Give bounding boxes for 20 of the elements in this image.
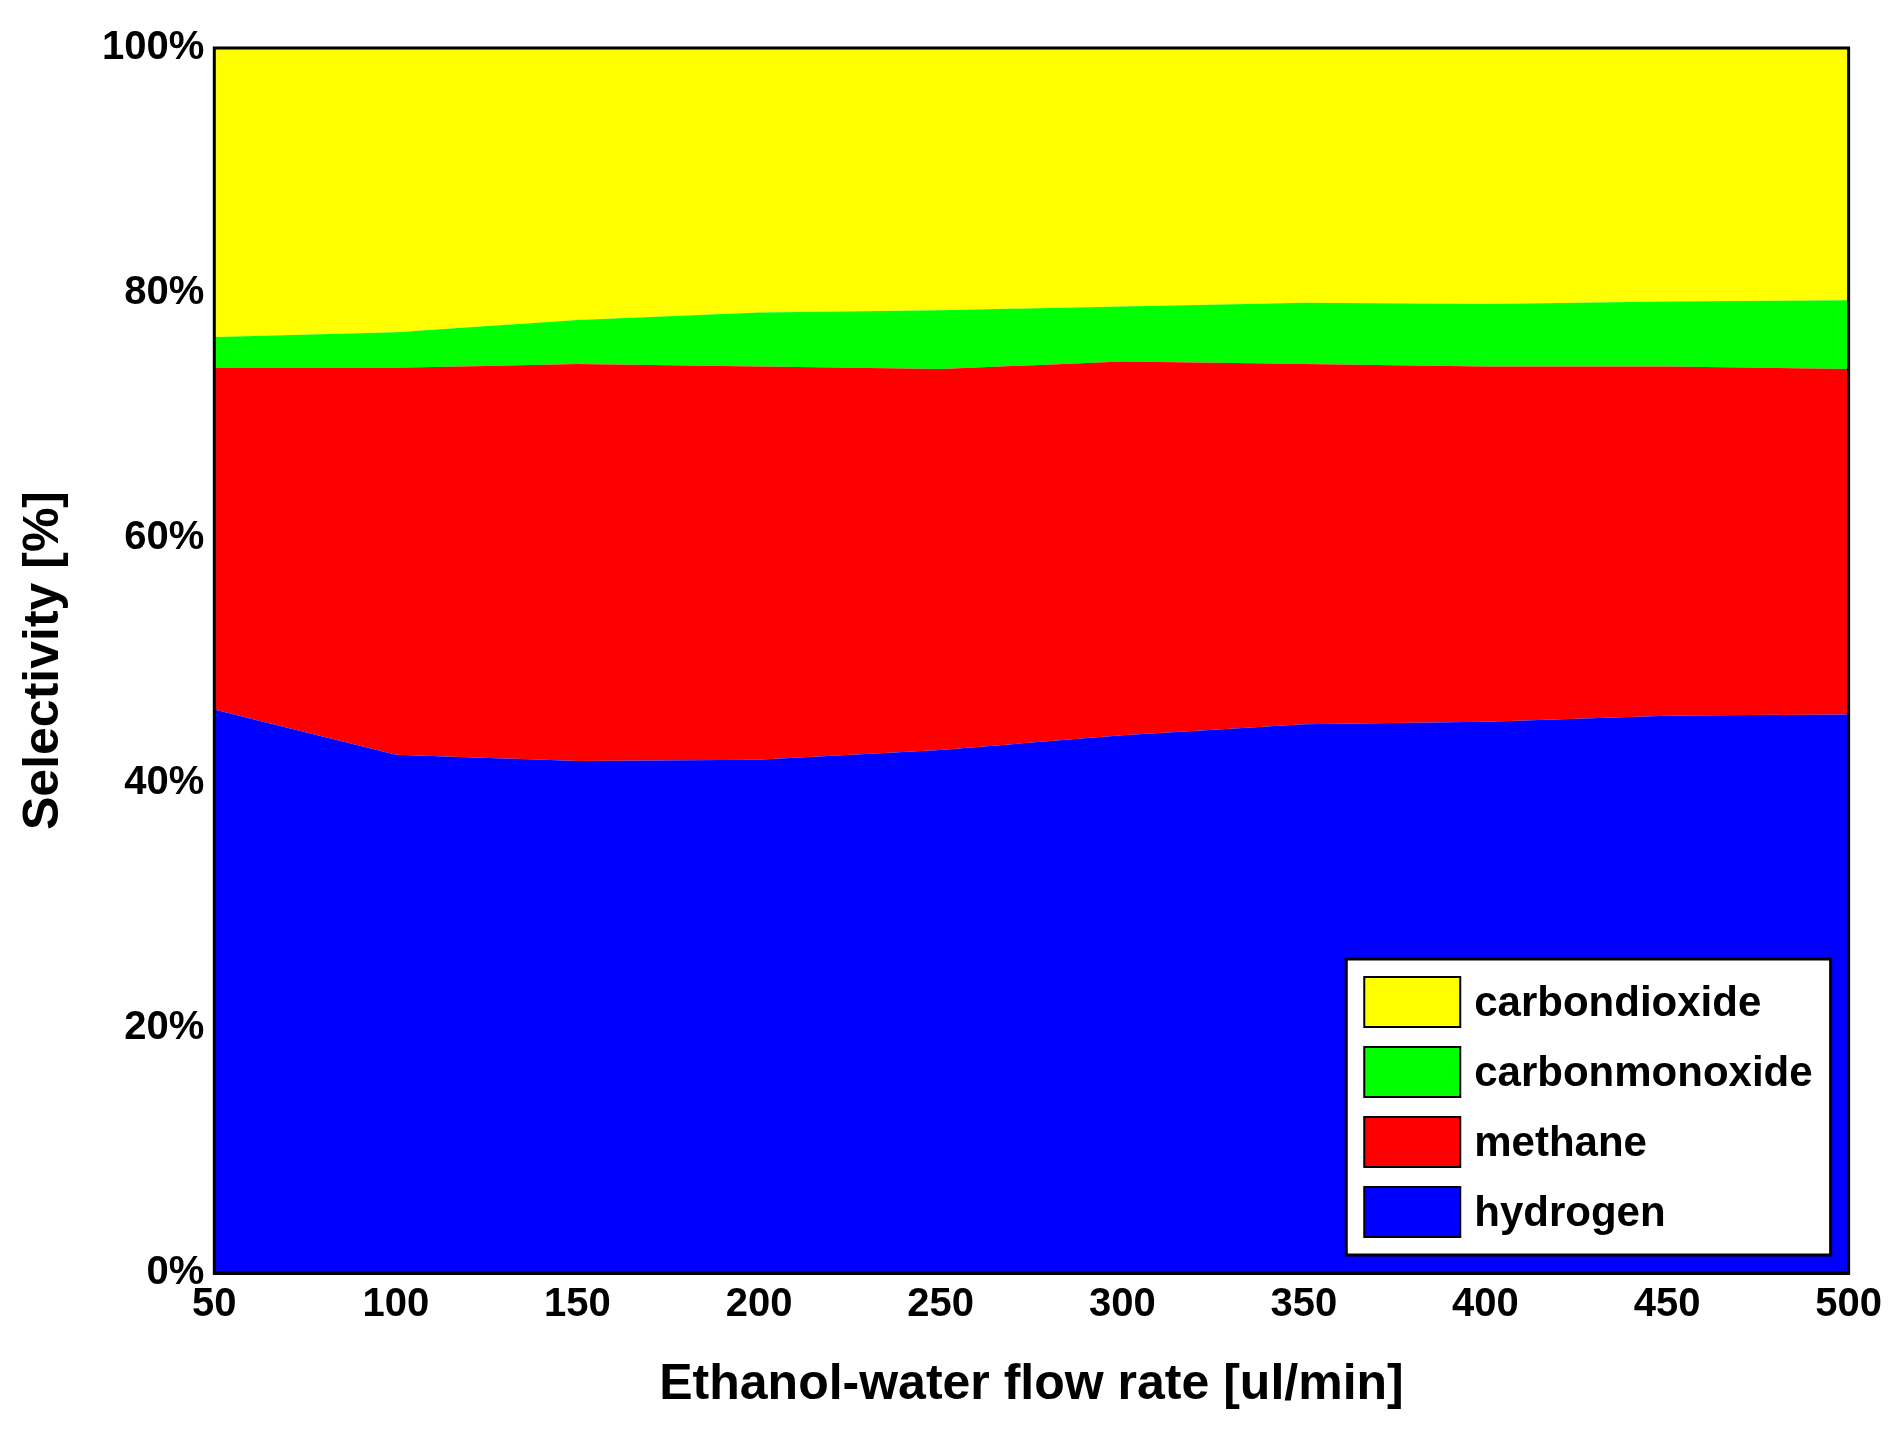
- y-tick-label: 20%: [124, 1003, 205, 1048]
- legend-label: methane: [1474, 1117, 1647, 1165]
- x-tick-label: 350: [1270, 1280, 1338, 1325]
- x-tick-label: 300: [1088, 1280, 1156, 1325]
- legend-label: hydrogen: [1474, 1187, 1666, 1235]
- legend-label: carbonmonoxide: [1474, 1047, 1813, 1095]
- x-tick-label: 200: [725, 1280, 793, 1325]
- legend-label: carbondioxide: [1474, 977, 1762, 1025]
- x-tick-label: 100: [362, 1280, 430, 1325]
- x-tick-label: 400: [1452, 1280, 1519, 1325]
- x-tick-label: 450: [1633, 1280, 1701, 1325]
- y-tick-label: 100%: [101, 23, 205, 68]
- x-axis-title: Ethanol-water flow rate [ul/min]: [659, 1353, 1404, 1410]
- y-tick-label: 60%: [124, 513, 205, 558]
- y-tick-label: 80%: [124, 268, 205, 313]
- x-tick-label: 500: [1815, 1280, 1883, 1325]
- x-tick-label: 150: [544, 1280, 611, 1325]
- y-axis-title: Selectivity [%]: [12, 490, 69, 831]
- x-tick-label: 250: [907, 1280, 975, 1325]
- y-tick-label: 40%: [124, 758, 205, 803]
